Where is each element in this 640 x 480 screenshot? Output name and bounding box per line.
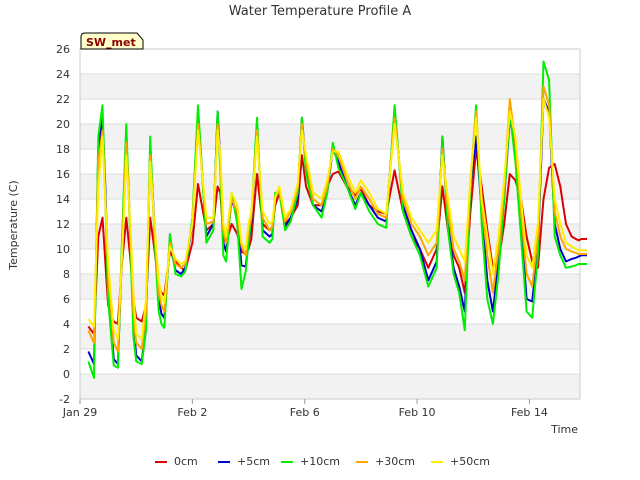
x-axis-label: Time [550, 423, 578, 436]
y-tick-label: 16 [56, 168, 70, 181]
series-line-+50cm [87, 98, 587, 340]
plot-band [80, 324, 580, 349]
x-tick-label: Jan 29 [62, 406, 97, 419]
plot-band [80, 124, 580, 149]
x-tick-label: Feb 10 [399, 406, 436, 419]
x-tick-label: Feb 2 [177, 406, 207, 419]
y-tick-label: 2 [63, 343, 70, 356]
chart-title: Water Temperature Profile A [229, 4, 412, 19]
legend-label: +10cm [300, 455, 340, 468]
x-tick-label: Feb 6 [290, 406, 320, 419]
y-tick-label: 4 [63, 318, 70, 331]
site-badge: SW_met [80, 32, 144, 50]
plot-band [80, 274, 580, 299]
plot-background-bands [80, 74, 580, 399]
legend-label: 0cm [174, 455, 198, 468]
site-badge-label: SW_met [86, 36, 136, 49]
series-lines [87, 60, 587, 379]
x-axis-ticks: Jan 29 Feb 2 Feb 6 Feb 10 Feb 14 [62, 399, 548, 419]
legend: 0cm +5cm +10cm +30cm +50cm [155, 455, 490, 468]
y-tick-label: 12 [56, 218, 70, 231]
y-tick-label: 8 [63, 268, 70, 281]
y-tick-label: 22 [56, 93, 70, 106]
y-tick-label: 24 [56, 68, 70, 81]
plot-band [80, 74, 580, 99]
y-tick-label: 0 [63, 368, 70, 381]
legend-label: +30cm [375, 455, 415, 468]
series-line-0cm [87, 148, 587, 335]
y-tick-label: 6 [63, 293, 70, 306]
y-tick-label: 20 [56, 118, 70, 131]
y-tick-label: 18 [56, 143, 70, 156]
plot-area [79, 48, 581, 400]
y-tick-label: 26 [56, 43, 70, 56]
y-tick-label: -2 [59, 393, 70, 406]
legend-label: +50cm [450, 455, 490, 468]
plot-band [80, 374, 580, 399]
legend-label: +5cm [237, 455, 270, 468]
y-tick-label: 14 [56, 193, 70, 206]
x-tick-label: Feb 14 [511, 406, 548, 419]
y-tick-label: 10 [56, 243, 70, 256]
y-axis-label: Temperature (C) [7, 180, 20, 270]
